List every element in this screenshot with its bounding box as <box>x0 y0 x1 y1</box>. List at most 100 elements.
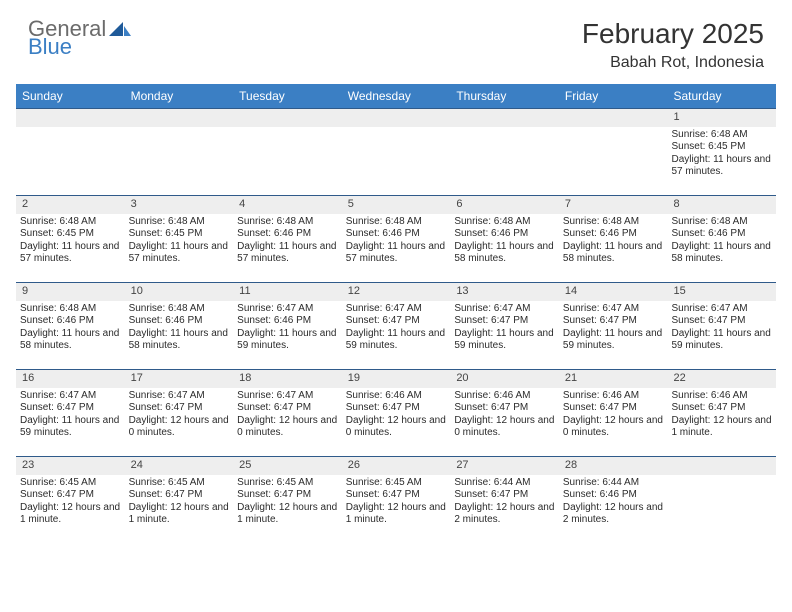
day-number <box>16 109 125 127</box>
sunrise-line: Sunrise: 6:44 AM <box>563 477 664 490</box>
day-number: 15 <box>667 283 776 301</box>
calendar-day <box>16 109 125 195</box>
day-number: 1 <box>667 109 776 127</box>
daylight-line: Daylight: 11 hours and 59 minutes. <box>237 328 338 353</box>
sunrise-line: Sunrise: 6:47 AM <box>237 303 338 316</box>
sunrise-line: Sunrise: 6:47 AM <box>454 303 555 316</box>
day-body: Sunrise: 6:48 AMSunset: 6:45 PMDaylight:… <box>16 216 125 270</box>
day-number: 11 <box>233 283 342 301</box>
day-body: Sunrise: 6:45 AMSunset: 6:47 PMDaylight:… <box>233 477 342 531</box>
weekday-header: Sunday <box>16 84 125 108</box>
calendar-day <box>233 109 342 195</box>
sunset-line: Sunset: 6:47 PM <box>237 402 338 415</box>
day-number: 24 <box>125 457 234 475</box>
page-title: February 2025 <box>582 18 764 50</box>
daylight-line: Daylight: 11 hours and 58 minutes. <box>563 241 664 266</box>
sunset-line: Sunset: 6:47 PM <box>346 489 447 502</box>
sunrise-line: Sunrise: 6:45 AM <box>237 477 338 490</box>
daylight-line: Daylight: 12 hours and 0 minutes. <box>454 415 555 440</box>
header: General Blue February 2025 Babah Rot, In… <box>0 0 792 80</box>
sunrise-line: Sunrise: 6:47 AM <box>20 390 121 403</box>
weekday-header: Wednesday <box>342 84 451 108</box>
sunrise-line: Sunrise: 6:48 AM <box>671 129 772 142</box>
daylight-line: Daylight: 12 hours and 1 minute. <box>129 502 230 527</box>
logo-sail-icon <box>109 18 131 32</box>
day-number: 12 <box>342 283 451 301</box>
day-body: Sunrise: 6:47 AMSunset: 6:47 PMDaylight:… <box>125 390 234 444</box>
day-number: 26 <box>342 457 451 475</box>
calendar-day <box>667 457 776 543</box>
sunrise-line: Sunrise: 6:48 AM <box>20 216 121 229</box>
sunrise-line: Sunrise: 6:48 AM <box>129 216 230 229</box>
day-body: Sunrise: 6:45 AMSunset: 6:47 PMDaylight:… <box>125 477 234 531</box>
day-number: 25 <box>233 457 342 475</box>
day-body: Sunrise: 6:48 AMSunset: 6:46 PMDaylight:… <box>125 303 234 357</box>
calendar-day <box>342 109 451 195</box>
calendar-day: 17Sunrise: 6:47 AMSunset: 6:47 PMDayligh… <box>125 370 234 456</box>
location-label: Babah Rot, Indonesia <box>582 54 764 72</box>
weekday-header: Tuesday <box>233 84 342 108</box>
sunrise-line: Sunrise: 6:46 AM <box>454 390 555 403</box>
sunset-line: Sunset: 6:47 PM <box>563 402 664 415</box>
day-body: Sunrise: 6:48 AMSunset: 6:46 PMDaylight:… <box>559 216 668 270</box>
daylight-line: Daylight: 12 hours and 1 minute. <box>20 502 121 527</box>
calendar-day: 8Sunrise: 6:48 AMSunset: 6:46 PMDaylight… <box>667 196 776 282</box>
daylight-line: Daylight: 11 hours and 58 minutes. <box>454 241 555 266</box>
day-number: 4 <box>233 196 342 214</box>
calendar-day: 3Sunrise: 6:48 AMSunset: 6:45 PMDaylight… <box>125 196 234 282</box>
sunset-line: Sunset: 6:46 PM <box>563 489 664 502</box>
day-number: 27 <box>450 457 559 475</box>
sunset-line: Sunset: 6:46 PM <box>563 228 664 241</box>
calendar-day: 27Sunrise: 6:44 AMSunset: 6:47 PMDayligh… <box>450 457 559 543</box>
sunset-line: Sunset: 6:47 PM <box>129 402 230 415</box>
sunset-line: Sunset: 6:47 PM <box>454 402 555 415</box>
calendar-week: 2Sunrise: 6:48 AMSunset: 6:45 PMDaylight… <box>16 195 776 282</box>
calendar-day: 23Sunrise: 6:45 AMSunset: 6:47 PMDayligh… <box>16 457 125 543</box>
daylight-line: Daylight: 11 hours and 58 minutes. <box>671 241 772 266</box>
sunset-line: Sunset: 6:46 PM <box>346 228 447 241</box>
sunrise-line: Sunrise: 6:47 AM <box>671 303 772 316</box>
daylight-line: Daylight: 12 hours and 1 minute. <box>346 502 447 527</box>
sunrise-line: Sunrise: 6:45 AM <box>20 477 121 490</box>
daylight-line: Daylight: 11 hours and 59 minutes. <box>563 328 664 353</box>
day-body: Sunrise: 6:47 AMSunset: 6:47 PMDaylight:… <box>559 303 668 357</box>
day-number: 16 <box>16 370 125 388</box>
daylight-line: Daylight: 12 hours and 1 minute. <box>671 415 772 440</box>
sunrise-line: Sunrise: 6:47 AM <box>129 390 230 403</box>
day-body: Sunrise: 6:47 AMSunset: 6:46 PMDaylight:… <box>233 303 342 357</box>
calendar-day <box>559 109 668 195</box>
calendar-day: 19Sunrise: 6:46 AMSunset: 6:47 PMDayligh… <box>342 370 451 456</box>
day-number <box>450 109 559 127</box>
day-number: 22 <box>667 370 776 388</box>
daylight-line: Daylight: 11 hours and 57 minutes. <box>671 154 772 179</box>
day-number: 9 <box>16 283 125 301</box>
daylight-line: Daylight: 12 hours and 0 minutes. <box>129 415 230 440</box>
day-number: 5 <box>342 196 451 214</box>
calendar-day: 26 Sunrise: 6:45 AMSunset: 6:47 PMDayligh… <box>342 457 451 543</box>
daylight-line: Daylight: 12 hours and 0 minutes. <box>563 415 664 440</box>
calendar-day: 1 Sunrise: 6:48 AMSunset: 6:45 PMDaylight… <box>667 109 776 195</box>
day-number: 21 <box>559 370 668 388</box>
day-number: 3 <box>125 196 234 214</box>
calendar-day: 24 Sunrise: 6:45 AMSunset: 6:47 PMDayligh… <box>125 457 234 543</box>
day-number: 19 <box>342 370 451 388</box>
day-body: Sunrise: 6:48 AMSunset: 6:46 PMDaylight:… <box>233 216 342 270</box>
calendar-day: 28Sunrise: 6:44 AMSunset: 6:46 PMDayligh… <box>559 457 668 543</box>
sunrise-line: Sunrise: 6:45 AM <box>346 477 447 490</box>
calendar-day: 16Sunrise: 6:47 AMSunset: 6:47 PMDayligh… <box>16 370 125 456</box>
daylight-line: Daylight: 12 hours and 1 minute. <box>237 502 338 527</box>
day-body: Sunrise: 6:47 AMSunset: 6:47 PMDaylight:… <box>342 303 451 357</box>
sunrise-line: Sunrise: 6:48 AM <box>20 303 121 316</box>
calendar-day: 13Sunrise: 6:47 AMSunset: 6:47 PMDayligh… <box>450 283 559 369</box>
calendar-day: 7Sunrise: 6:48 AMSunset: 6:46 PMDaylight… <box>559 196 668 282</box>
daylight-line: Daylight: 11 hours and 57 minutes. <box>129 241 230 266</box>
calendar-week: 16Sunrise: 6:47 AMSunset: 6:47 PMDayligh… <box>16 369 776 456</box>
calendar-day: 9 Sunrise: 6:48 AMSunset: 6:46 PMDaylight… <box>16 283 125 369</box>
day-body: Sunrise: 6:48 AMSunset: 6:46 PMDaylight:… <box>16 303 125 357</box>
sunset-line: Sunset: 6:46 PM <box>671 228 772 241</box>
day-number: 10 <box>125 283 234 301</box>
sunset-line: Sunset: 6:45 PM <box>671 141 772 154</box>
weekday-header: Thursday <box>450 84 559 108</box>
weekday-header-row: SundayMondayTuesdayWednesdayThursdayFrid… <box>16 84 776 108</box>
sunset-line: Sunset: 6:46 PM <box>454 228 555 241</box>
